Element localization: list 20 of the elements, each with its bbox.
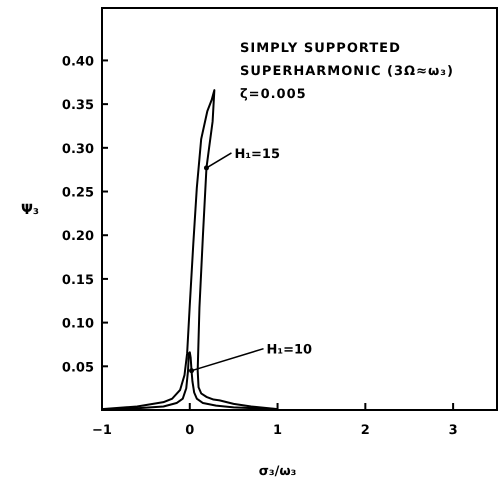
x-tick-label: −1 [92,423,112,438]
annotation: SIMPLY SUPPORTED [240,41,401,56]
y-tick-label: 0.15 [62,272,94,288]
x-tick-label: 2 [360,423,370,438]
x-tick-label: 1 [273,423,282,438]
y-tick-label: 0.25 [62,186,94,201]
annotation: H₁=15 [234,146,280,162]
annotation: H₁=10 [266,342,312,358]
y-tick-label: 0.10 [62,316,94,332]
y-tick-label: 0.30 [62,142,94,157]
x-tick-label: 0 [185,423,194,438]
y-tick-label: 0.20 [62,229,94,244]
annotation: SUPERHARMONIC (3Ω≈ω₃) [240,64,454,79]
x-tick-label: 3 [448,423,458,438]
y-tick-label: 0.35 [62,98,94,114]
y-axis-title: Ψ₃ [20,202,40,218]
y-tick-label: 0.40 [62,54,94,70]
x-axis-title: σ₃/ω₃ [258,464,296,479]
annotation: ζ=0.005 [240,87,307,102]
y-tick-label: 0.05 [62,360,94,376]
